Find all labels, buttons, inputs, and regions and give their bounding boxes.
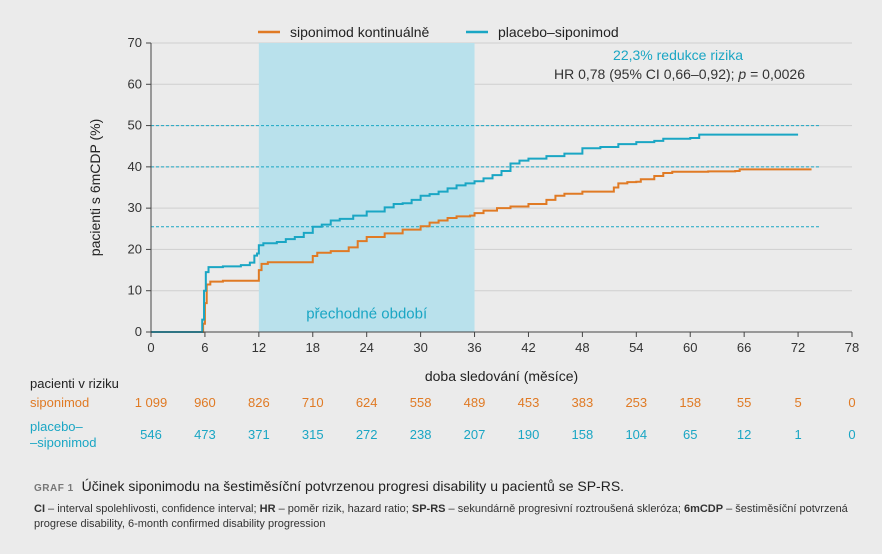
reference-lines — [151, 125, 821, 228]
caption-title: Účinek siponimodu na šestiměsíční potvrz… — [81, 478, 625, 494]
risk-value: 558 — [410, 395, 432, 410]
figure-caption: GRAF 1 Účinek siponimodu na šestiměsíční … — [34, 478, 864, 532]
risk-value: 190 — [518, 427, 540, 442]
risk-value: 65 — [683, 427, 697, 442]
y-tick-label: 20 — [128, 241, 142, 256]
x-tick-label: 36 — [467, 340, 481, 355]
risk-value: 624 — [356, 395, 378, 410]
risk-value: 1 — [794, 427, 801, 442]
risk-value: 5 — [794, 395, 801, 410]
series-placebo-siponimod-line — [151, 133, 799, 333]
x-tick-label: 60 — [683, 340, 697, 355]
risk-row-label: –siponimod — [30, 435, 97, 450]
risk-value: 546 — [140, 427, 162, 442]
risk-value: 253 — [625, 395, 647, 410]
risk-value: 207 — [464, 427, 486, 442]
x-tick-label: 24 — [359, 340, 373, 355]
abbreviation-description: – šestiměsíční potvrzená progrese disabi… — [34, 503, 848, 530]
risk-reduction-annotation: 22,3% redukce rizika — [613, 47, 743, 63]
x-axis-title: doba sledování (měsíce) — [425, 368, 578, 384]
x-tick-label: 30 — [413, 340, 427, 355]
x-tick-label: 48 — [575, 340, 589, 355]
y-axis-title: pacienti s 6mCDP (%) — [87, 119, 103, 256]
risk-value: 1 099 — [135, 395, 168, 410]
risk-value: 158 — [572, 427, 594, 442]
abbreviation-description: – interval spolehlivosti, confidence int… — [45, 503, 260, 515]
figure-number: GRAF 1 — [34, 483, 74, 494]
abbreviation-term: 6mCDP — [683, 503, 724, 515]
y-tick-label: 0 — [135, 324, 142, 339]
risk-value: 12 — [737, 427, 751, 442]
risk-value: 489 — [464, 395, 486, 410]
y-tick-label: 60 — [128, 76, 142, 91]
risk-value: 826 — [248, 395, 270, 410]
series-siponimod-line — [151, 168, 812, 333]
y-tick-label: 10 — [128, 283, 142, 298]
risk-value: 960 — [194, 395, 216, 410]
risk-value: 104 — [625, 427, 647, 442]
abbreviation-term: CI — [34, 503, 45, 515]
risk-value: 0 — [848, 395, 855, 410]
x-tick-label: 42 — [521, 340, 535, 355]
y-tick-label: 70 — [128, 35, 142, 50]
x-tick-label: 18 — [306, 340, 320, 355]
risk-row-label: siponimod — [30, 395, 89, 410]
risk-table-header: pacienti v riziku — [30, 376, 119, 391]
x-tick-label: 0 — [147, 340, 154, 355]
risk-value: 383 — [572, 395, 594, 410]
y-tick-label: 50 — [128, 118, 142, 133]
transition-period-band — [258, 43, 475, 332]
risk-value: 371 — [248, 427, 270, 442]
series-lines — [151, 133, 812, 333]
risk-value: 473 — [194, 427, 216, 442]
risk-value: 453 — [518, 395, 540, 410]
risk-value: 238 — [410, 427, 432, 442]
y-tick-label: 30 — [128, 200, 142, 215]
x-tick-label: 72 — [791, 340, 805, 355]
risk-row-label: placebo– — [30, 419, 84, 434]
p-symbol: p — [737, 66, 746, 82]
legend: siponimod kontinuálně placebo–siponimod — [258, 24, 619, 40]
risk-value: 710 — [302, 395, 324, 410]
abbreviation-description: – poměr rizik, hazard ratio; — [275, 503, 412, 515]
transition-period-label: přechodné období — [306, 305, 428, 322]
axes: 0 10 20 30 40 50 60 70 0 6 12 18 24 30 36 42 48 54 60 66 72 7… — [128, 35, 860, 355]
x-tick-label: 54 — [629, 340, 643, 355]
x-tick-label: 12 — [252, 340, 266, 355]
risk-value: 158 — [679, 395, 701, 410]
risk-value: 0 — [848, 427, 855, 442]
legend-label: placebo–siponimod — [498, 24, 619, 40]
risk-table: pacienti v riziku siponimod 1 099 960 826 71… — [30, 376, 856, 450]
x-tick-label: 78 — [845, 340, 859, 355]
p-value: = 0,0026 — [746, 66, 805, 82]
caption-title-line: GRAF 1 Účinek siponimodu na šestiměsíční … — [34, 478, 864, 494]
risk-value: 55 — [737, 395, 751, 410]
abbreviations: CI – interval spolehlivosti, confidence … — [34, 502, 864, 532]
x-tick-label: 6 — [201, 340, 208, 355]
abbreviation-description: – sekundárně progresivní roztroušená skl… — [445, 503, 684, 515]
hazard-ratio-annotation: HR 0,78 (95% CI 0,66–0,92); p = 0,0026 — [554, 66, 805, 82]
abbreviation-term: SP-RS — [411, 503, 446, 515]
legend-label: siponimod kontinuálně — [290, 24, 430, 40]
y-tick-label: 40 — [128, 159, 142, 174]
abbreviation-term: HR — [259, 503, 276, 515]
risk-value: 315 — [302, 427, 324, 442]
hr-text: HR 0,78 (95% CI 0,66–0,92); — [554, 66, 738, 82]
risk-value: 272 — [356, 427, 378, 442]
x-tick-label: 66 — [737, 340, 751, 355]
